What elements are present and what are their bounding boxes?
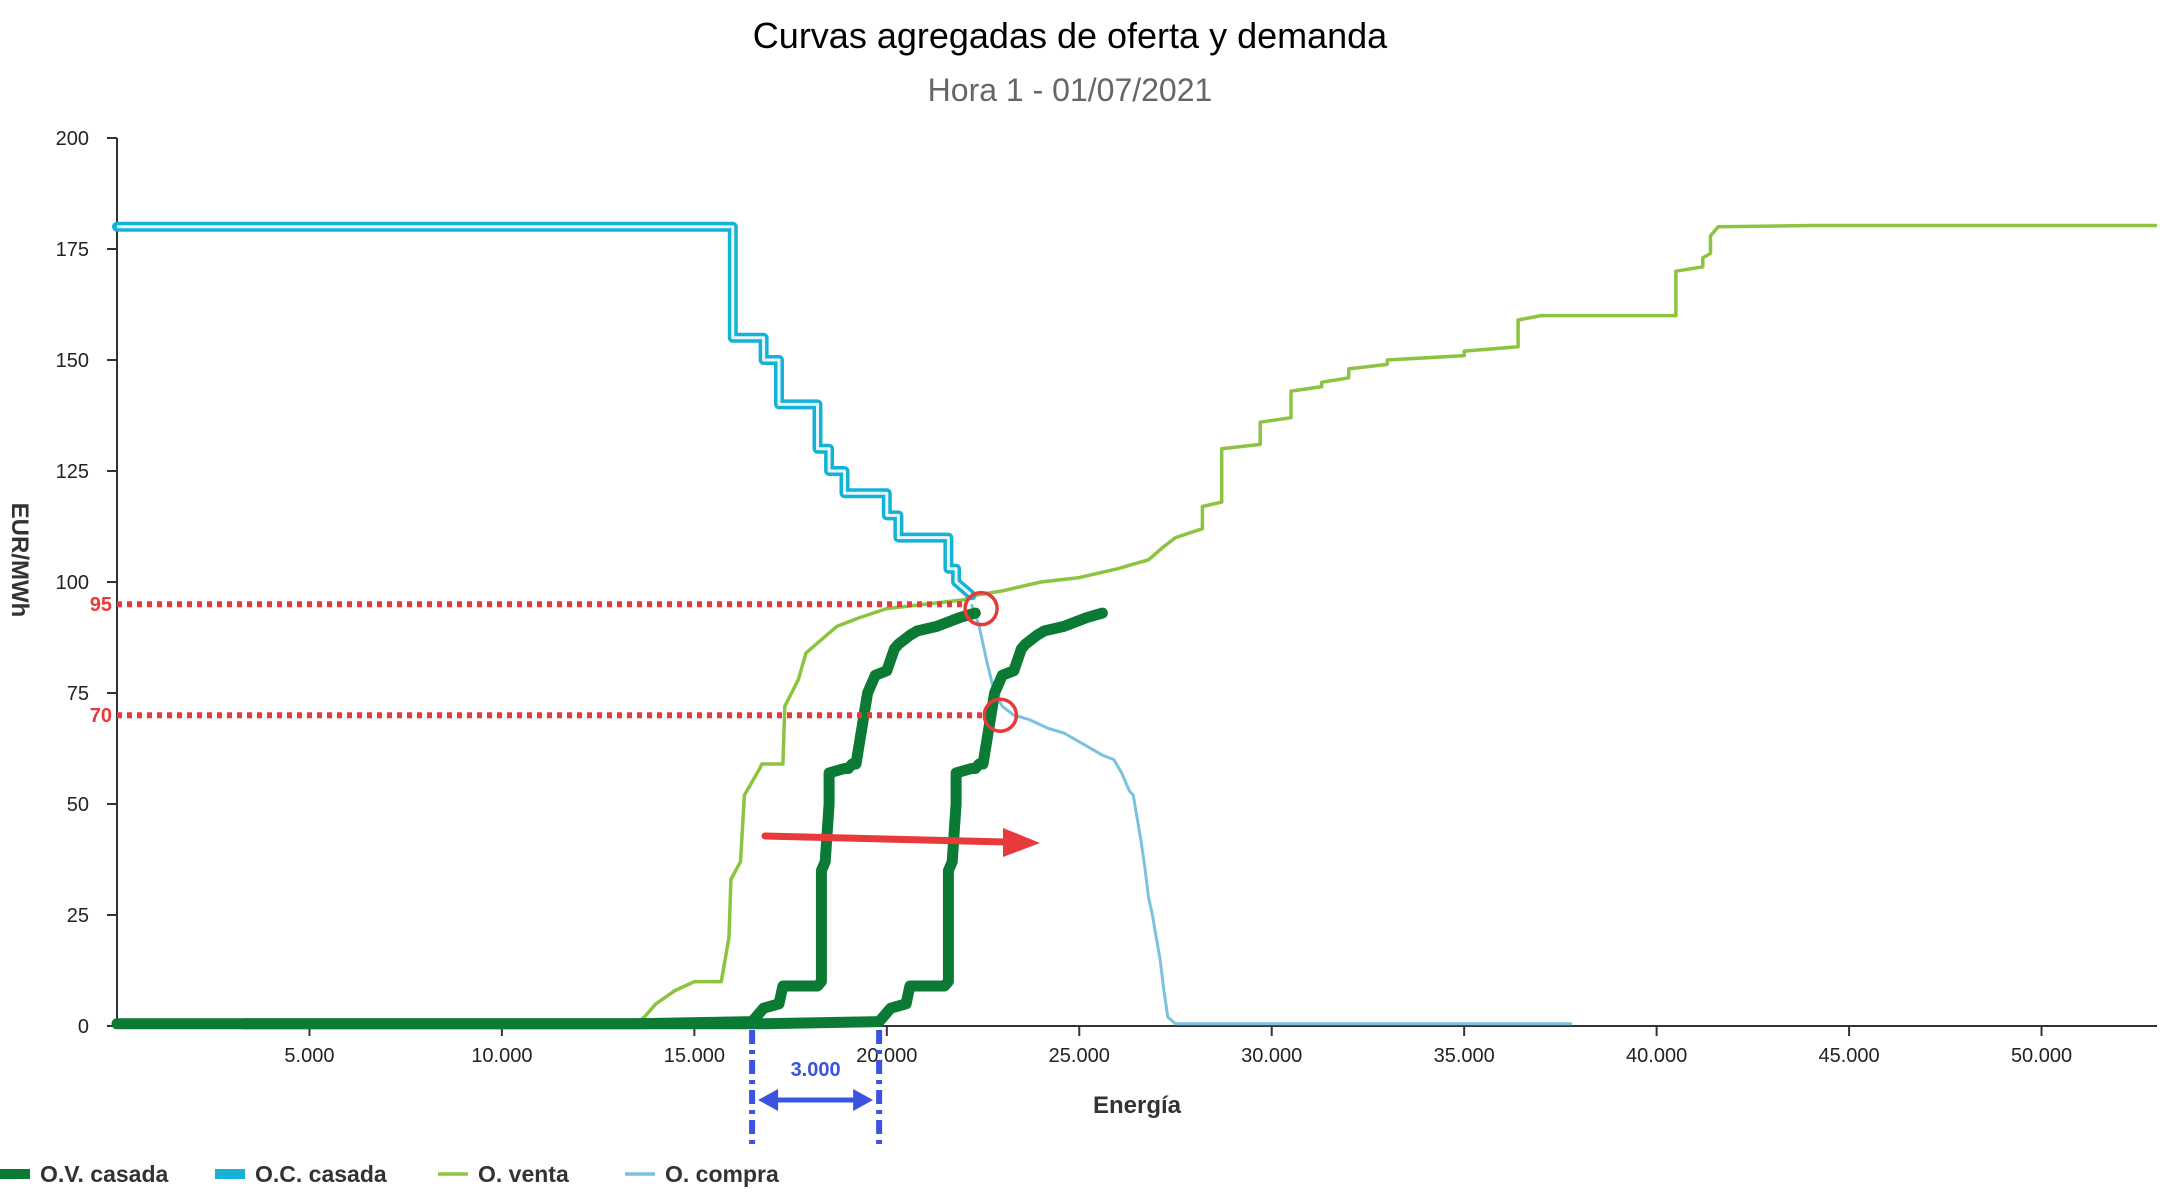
y-tick-label: 125 — [56, 461, 89, 483]
x-tick-label: 25.000 — [1049, 1045, 1110, 1067]
y-axis-title: EUR/MWh — [6, 503, 33, 618]
legend-label-o-c-casada: O.C. casada — [255, 1161, 387, 1187]
series-o-c-casada-inner — [117, 225, 973, 597]
y-tick-label: 175 — [56, 239, 89, 261]
annotation-layer: 95 70 3.000 — [90, 590, 1040, 1148]
chart-subtitle: Hora 1 - 01/07/2021 — [928, 72, 1213, 108]
y-tick-label: 0 — [78, 1016, 89, 1038]
y-tick-label: 150 — [56, 350, 89, 372]
x-tick-label: 40.000 — [1626, 1045, 1687, 1067]
legend-label-o-venta: O. venta — [478, 1161, 569, 1187]
shift-arrow-head — [1003, 828, 1040, 857]
chart-title: Curvas agregadas de oferta y demanda — [753, 15, 1388, 56]
y-tick-label: 200 — [56, 128, 89, 150]
x-tick-label: 30.000 — [1241, 1045, 1302, 1067]
legend-label-o-v-casada: O.V. casada — [40, 1161, 169, 1187]
shift-amount-label: 3.000 — [791, 1059, 841, 1081]
shift-double-arrow-left-head — [758, 1089, 779, 1111]
x-tick-label: 20.000 — [856, 1045, 917, 1067]
x-tick-label: 15.000 — [664, 1045, 725, 1067]
intersection-circle-high — [963, 590, 999, 627]
x-tick-label: 45.000 — [1818, 1045, 1879, 1067]
axes: 0 25 50 75 100 125 150 175 200 5.000 10.000 15.000 2… — [56, 128, 2157, 1067]
intersection-circle-low — [982, 697, 1019, 733]
y-tick-label: 50 — [67, 794, 89, 816]
x-tick-label: 10.000 — [471, 1045, 532, 1067]
series-o-v-casada-shifted-line — [238, 607, 1108, 1030]
y-tick-label: 100 — [56, 572, 89, 594]
series-o-v-casada-line — [111, 607, 981, 1030]
series-o-compra-line — [970, 603, 1572, 1026]
y-tick-label: 75 — [67, 683, 89, 705]
shift-arrow-shaft — [761, 832, 1009, 846]
x-tick-label: 5.000 — [284, 1045, 334, 1067]
y-tick-label: 25 — [67, 905, 89, 927]
x-tick-label: 50.000 — [2011, 1045, 2072, 1067]
series-o-c-casada-line — [112, 221, 977, 601]
shift-double-arrow-right-head — [853, 1089, 874, 1111]
legend-label-o-compra: O. compra — [665, 1161, 779, 1187]
price-95-label: 95 — [90, 594, 112, 616]
series-layer — [111, 221, 2157, 1030]
series-o-venta-line — [117, 223, 2157, 1026]
price-70-label: 70 — [90, 705, 112, 727]
x-tick-label: 35.000 — [1434, 1045, 1495, 1067]
x-axis-title: Energía — [1093, 1092, 1182, 1119]
legend: O.V. casada O.C. casada O. venta O. compra — [0, 1161, 779, 1187]
